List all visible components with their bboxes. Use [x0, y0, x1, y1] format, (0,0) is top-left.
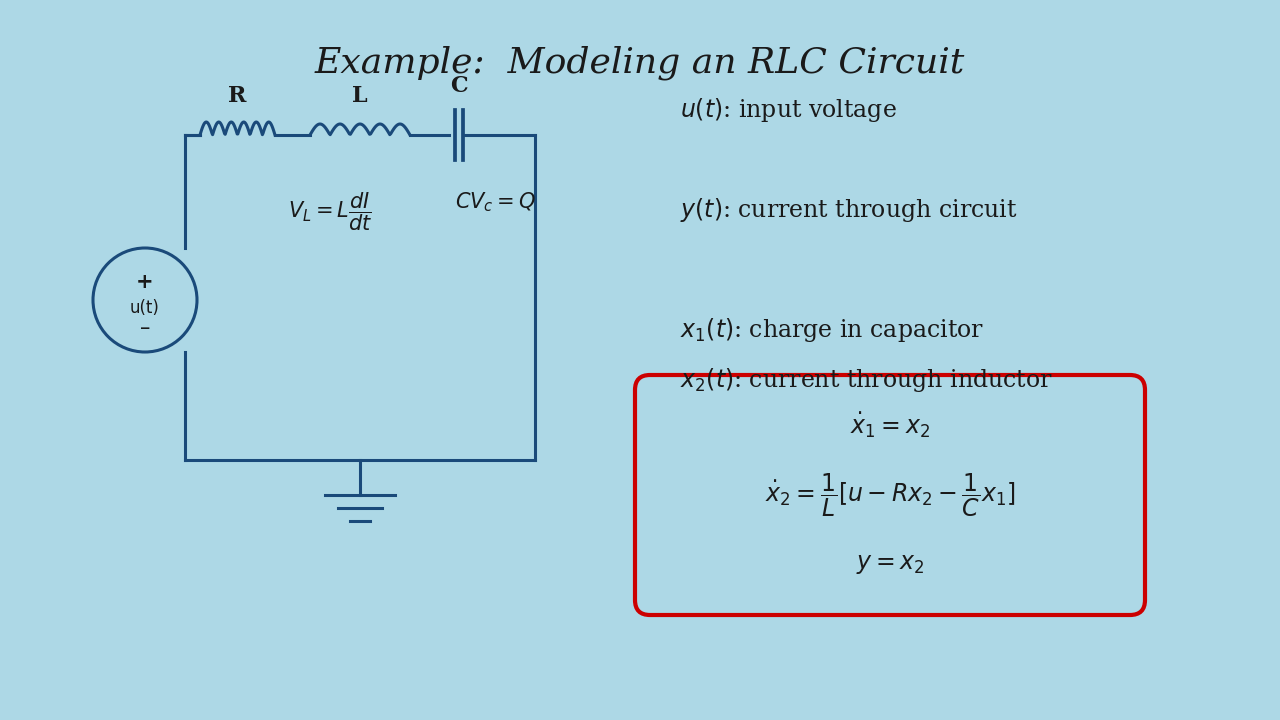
- Text: +: +: [136, 272, 154, 292]
- Text: –: –: [140, 318, 150, 338]
- Text: $u(t)$: input voltage: $u(t)$: input voltage: [680, 96, 897, 124]
- Text: $V_L = L\dfrac{dI}{dt}$: $V_L = L\dfrac{dI}{dt}$: [288, 190, 372, 233]
- Text: C: C: [451, 75, 467, 97]
- Text: $y = x_2$: $y = x_2$: [856, 554, 924, 577]
- Text: $\dot{x}_1 = x_2$: $\dot{x}_1 = x_2$: [850, 410, 931, 440]
- Text: u(t): u(t): [131, 299, 160, 317]
- Text: $y(t)$: current through circuit: $y(t)$: current through circuit: [680, 196, 1018, 224]
- Text: Example:  Modeling an RLC Circuit: Example: Modeling an RLC Circuit: [315, 45, 965, 79]
- Text: $x_1(t)$: charge in capacitor: $x_1(t)$: charge in capacitor: [680, 316, 984, 344]
- Text: R: R: [228, 85, 247, 107]
- FancyBboxPatch shape: [635, 375, 1146, 615]
- Text: $\dot{x}_2 = \dfrac{1}{L}[u - Rx_2 - \dfrac{1}{C}x_1]$: $\dot{x}_2 = \dfrac{1}{L}[u - Rx_2 - \df…: [764, 472, 1015, 518]
- Text: $CV_c = Q$: $CV_c = Q$: [454, 190, 536, 214]
- Text: L: L: [352, 85, 367, 107]
- Text: $x_2(t)$: current through inductor: $x_2(t)$: current through inductor: [680, 366, 1053, 394]
